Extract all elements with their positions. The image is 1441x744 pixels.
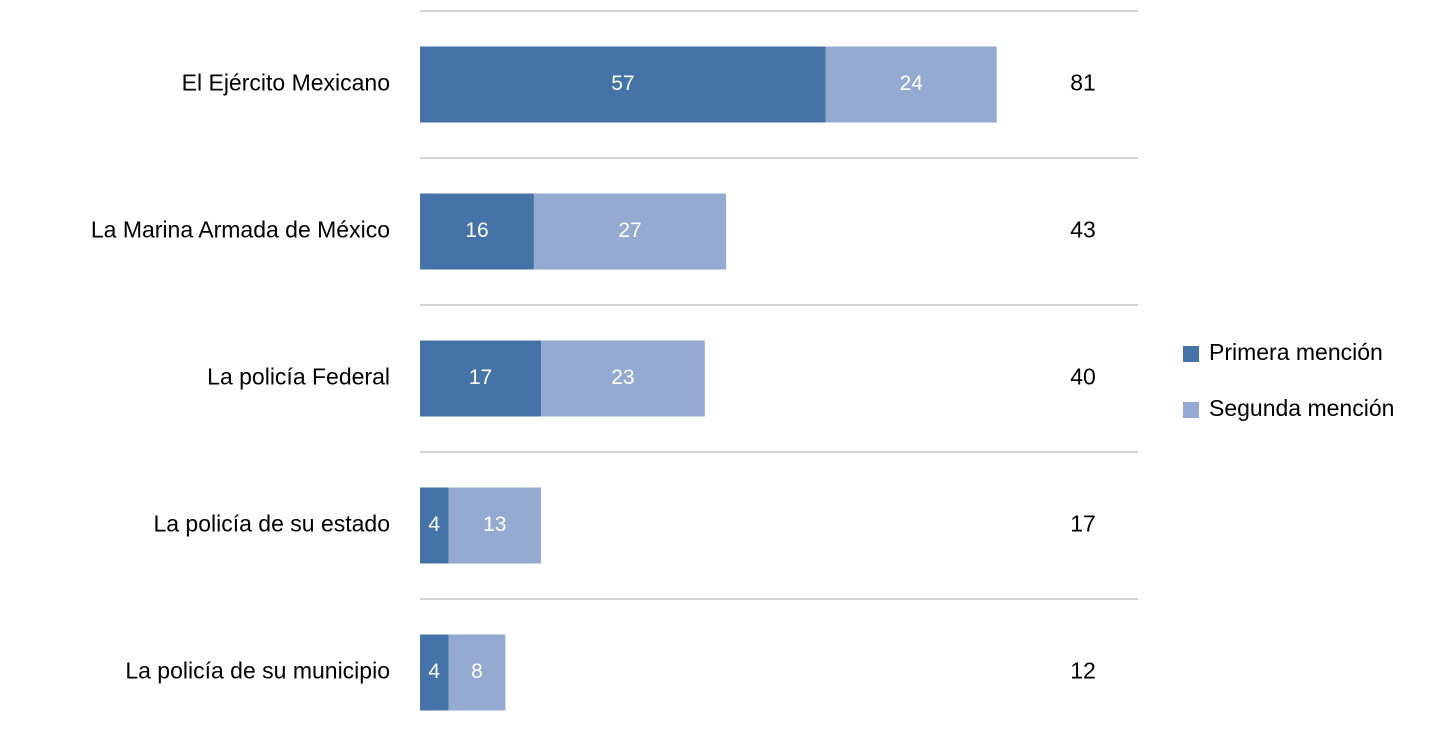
data-label: 27	[618, 219, 641, 242]
total-label: 17	[1070, 511, 1096, 537]
data-label: 17	[469, 366, 492, 389]
bar-segment	[825, 46, 997, 123]
category-label: El Ejército Mexicano	[182, 70, 390, 96]
total-label: 12	[1070, 658, 1096, 684]
category-label: La policía de su municipio	[125, 658, 390, 684]
data-label: 57	[611, 72, 634, 95]
data-label: 24	[900, 72, 924, 95]
category-label: La policía Federal	[207, 364, 390, 390]
total-label: 81	[1070, 70, 1096, 96]
legend-label: Segunda mención	[1209, 395, 1394, 421]
bar-segment	[420, 634, 449, 711]
total-label: 43	[1070, 217, 1096, 243]
total-label: 40	[1070, 364, 1096, 390]
bar-segment	[420, 340, 542, 417]
bar-segment	[541, 340, 705, 417]
data-label: 4	[428, 660, 440, 683]
bar-segment	[448, 487, 542, 564]
data-label: 13	[483, 513, 506, 536]
bar-segment	[448, 634, 506, 711]
category-label: La Marina Armada de México	[91, 217, 390, 243]
bar-segment	[420, 46, 826, 123]
data-label: 4	[428, 513, 440, 536]
category-label: La policía de su estado	[153, 511, 390, 537]
bar-segment	[420, 193, 534, 270]
legend-label: Primera mención	[1209, 339, 1383, 365]
bar-segment	[420, 487, 449, 564]
data-label: 8	[471, 660, 483, 683]
data-label: 23	[611, 366, 634, 389]
legend-swatch	[1183, 402, 1199, 418]
bar-segment	[533, 193, 727, 270]
data-label: 16	[465, 219, 488, 242]
legend-swatch	[1183, 346, 1199, 362]
